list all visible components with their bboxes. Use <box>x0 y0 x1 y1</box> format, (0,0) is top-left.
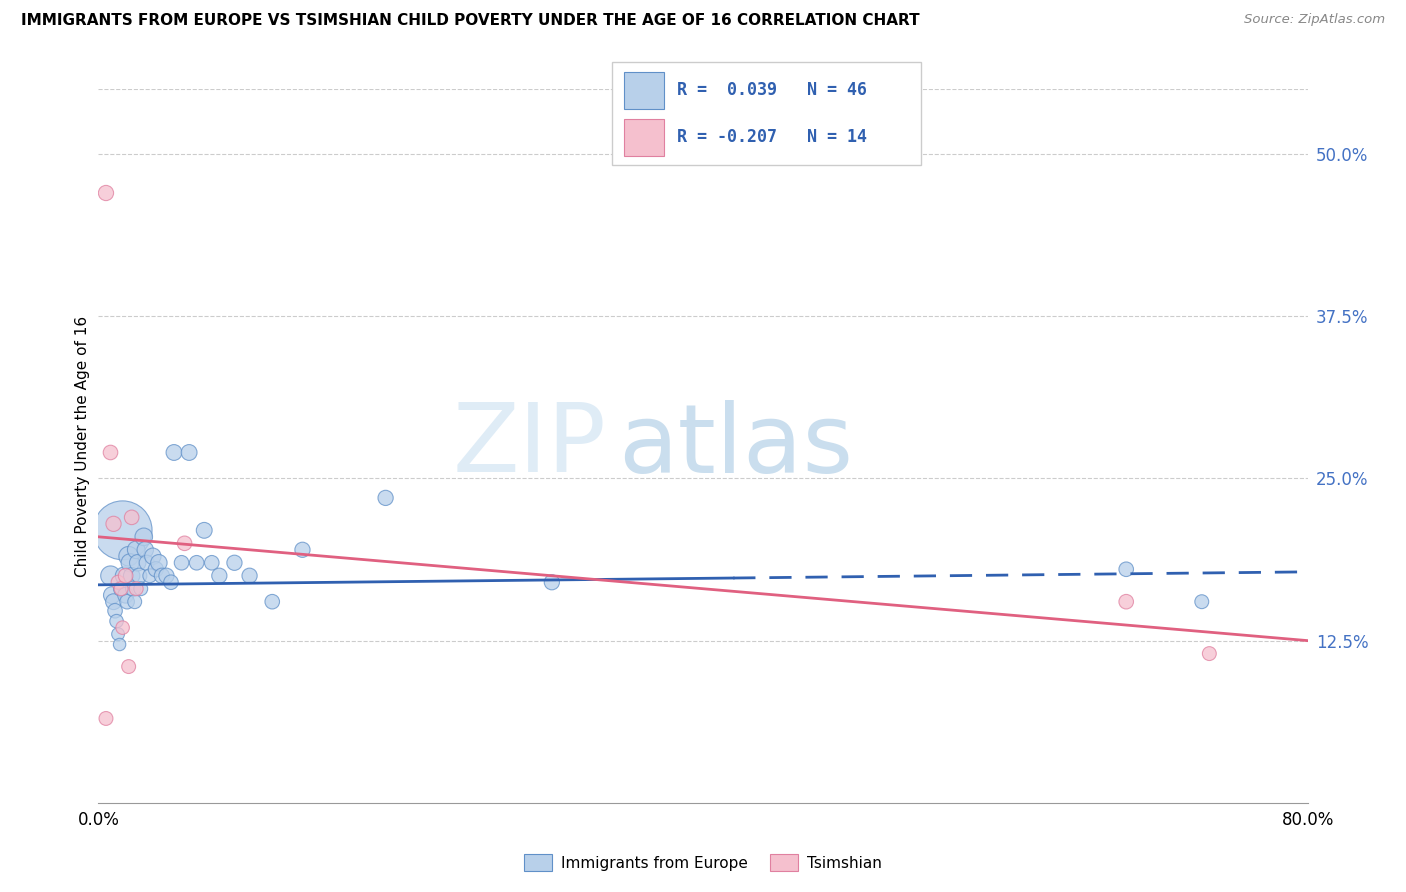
Point <box>125 542 148 557</box>
Point <box>125 582 148 596</box>
Point <box>127 556 149 570</box>
Point <box>201 556 224 570</box>
Point <box>128 568 150 582</box>
Point <box>115 595 138 609</box>
Point <box>124 595 146 609</box>
Point <box>118 659 141 673</box>
Point <box>112 568 135 582</box>
Point <box>114 588 136 602</box>
FancyBboxPatch shape <box>624 119 664 156</box>
Point <box>163 445 186 459</box>
Point <box>132 530 155 544</box>
Point <box>193 524 215 538</box>
Text: atlas: atlas <box>619 400 853 492</box>
Text: IMMIGRANTS FROM EUROPE VS TSIMSHIAN CHILD POVERTY UNDER THE AGE OF 16 CORRELATIO: IMMIGRANTS FROM EUROPE VS TSIMSHIAN CHIL… <box>21 13 920 29</box>
Text: R =  0.039   N = 46: R = 0.039 N = 46 <box>676 81 866 99</box>
Point <box>100 568 122 582</box>
Point <box>122 582 145 596</box>
Point <box>145 562 167 576</box>
Point <box>1191 595 1213 609</box>
Point <box>170 556 193 570</box>
Point <box>120 556 142 570</box>
Point <box>107 575 129 590</box>
Point <box>374 491 396 505</box>
Point <box>160 575 183 590</box>
Point <box>1115 595 1137 609</box>
Point <box>103 516 125 531</box>
Legend: Immigrants from Europe, Tsimshian: Immigrants from Europe, Tsimshian <box>517 848 889 877</box>
Point <box>262 595 284 609</box>
Point <box>94 711 117 725</box>
Point <box>101 588 124 602</box>
Point <box>155 568 177 582</box>
Point <box>239 568 262 582</box>
Point <box>135 556 157 570</box>
Point <box>121 568 143 582</box>
Y-axis label: Child Poverty Under the Age of 16: Child Poverty Under the Age of 16 <box>75 316 90 576</box>
Point <box>224 556 246 570</box>
Point <box>291 542 314 557</box>
Point <box>94 186 117 200</box>
Text: Source: ZipAtlas.com: Source: ZipAtlas.com <box>1244 13 1385 27</box>
Text: R = -0.207   N = 14: R = -0.207 N = 14 <box>676 128 866 146</box>
Point <box>108 638 131 652</box>
FancyBboxPatch shape <box>612 62 921 165</box>
Point <box>142 549 165 564</box>
Point <box>111 524 134 538</box>
Point <box>107 627 129 641</box>
Point <box>104 604 127 618</box>
Point <box>139 568 162 582</box>
Point <box>110 582 132 596</box>
Point <box>177 445 201 459</box>
Point <box>103 595 125 609</box>
Point <box>148 556 170 570</box>
Point <box>1198 647 1220 661</box>
Text: ZIP: ZIP <box>453 400 606 492</box>
FancyBboxPatch shape <box>624 71 664 109</box>
Point <box>186 556 208 570</box>
Point <box>118 549 141 564</box>
Point <box>129 582 152 596</box>
Point <box>540 575 562 590</box>
Point <box>208 568 231 582</box>
Point <box>105 614 128 628</box>
Point <box>1115 562 1137 576</box>
Point <box>100 445 122 459</box>
Point <box>121 510 143 524</box>
Point <box>134 542 156 557</box>
Point <box>110 582 132 596</box>
Point <box>114 568 136 582</box>
Point <box>150 568 173 582</box>
Point <box>111 621 134 635</box>
Point <box>173 536 195 550</box>
